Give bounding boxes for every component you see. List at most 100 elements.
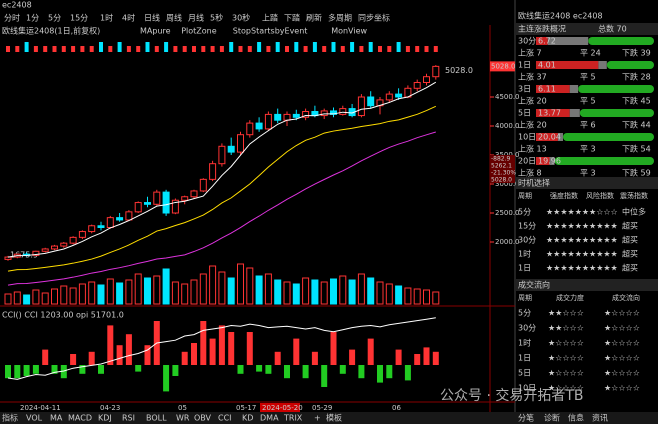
cci-bar	[191, 343, 197, 365]
signal-mark	[99, 42, 103, 52]
cci-bar	[302, 365, 309, 379]
flat-count: 平 5	[580, 97, 596, 106]
cci-bar	[237, 365, 244, 374]
tab-bar	[0, 412, 658, 424]
volume-bar	[367, 277, 375, 305]
bar-up	[536, 61, 599, 69]
cci-bar	[423, 347, 430, 365]
toolbar-button[interactable]: 周线	[166, 13, 182, 23]
panel-tab[interactable]: 信息	[568, 413, 584, 423]
indicator-tab[interactable]: MA	[50, 414, 63, 423]
candle-body	[237, 134, 244, 153]
section-title: 时机选择	[518, 178, 550, 188]
stars: ★★★★★★★★★★	[546, 236, 618, 245]
up-count: 上涨 8	[518, 168, 542, 178]
col-head[interactable]: 强度指数	[550, 191, 578, 200]
toolbar-button[interactable]: 4时	[122, 13, 135, 23]
col-head[interactable]: 周期	[518, 294, 532, 302]
signal-mark	[15, 46, 20, 52]
indicator-tab[interactable]: CCI	[218, 414, 232, 423]
toolbar-button[interactable]: 30秒	[232, 13, 250, 23]
candle-body	[51, 245, 58, 250]
cci-bar	[23, 365, 30, 376]
col-head[interactable]: 成交力度	[556, 293, 584, 302]
stars: ★☆☆☆☆	[604, 339, 640, 348]
indicator-tab[interactable]: KDJ	[98, 414, 112, 423]
volume-bar	[423, 289, 430, 305]
indicator-tab[interactable]: RSI	[122, 414, 135, 423]
indicator-tab[interactable]: 指标	[2, 413, 18, 423]
indicator-tab[interactable]: VOL	[26, 414, 43, 423]
flat-count: 平 24	[580, 49, 601, 58]
indicator-tab[interactable]: +	[314, 414, 321, 423]
toolbar-button[interactable]: 同步坐标	[358, 13, 390, 23]
col-head[interactable]: 震荡指数	[620, 191, 648, 200]
candle-body	[395, 93, 403, 98]
indicator-tab[interactable]: MACD	[68, 414, 92, 423]
indicator-tab[interactable]: BOLL	[146, 414, 167, 423]
signal-mark	[89, 46, 94, 52]
bar-down	[554, 157, 654, 165]
bar-flat	[598, 61, 607, 69]
toolbar-button[interactable]: 5秒	[210, 13, 223, 23]
indicator-tab[interactable]: 模板	[326, 413, 342, 423]
panel-tab[interactable]: 资讯	[592, 413, 608, 423]
info-text: -21.30%	[491, 170, 516, 177]
volume-bar	[69, 287, 77, 305]
last-price: 5028.0	[491, 62, 516, 70]
col-head[interactable]: 周期	[518, 192, 532, 200]
indicator-tab[interactable]: OBV	[194, 414, 212, 423]
toolbar-button[interactable]: 下踏	[284, 13, 300, 23]
col-head[interactable]: 成交流向	[612, 293, 640, 302]
candle-body	[88, 225, 96, 233]
cci-bar	[181, 351, 188, 365]
toolbar-button[interactable]: 多周期	[328, 13, 352, 23]
indicator-tab[interactable]: TRIX	[283, 414, 303, 423]
toolbar-button[interactable]: 刷新	[306, 13, 322, 23]
cci-bar	[98, 365, 104, 374]
toolbar-button[interactable]: 月线	[188, 13, 204, 23]
panel-title: 欧线集运2408 ec2408	[518, 11, 603, 21]
candle-body	[413, 82, 421, 89]
toolbar-button[interactable]: 1分	[26, 14, 39, 23]
candle-body	[78, 231, 86, 238]
toolbar-button[interactable]: 分时	[4, 13, 20, 23]
col-head[interactable]: 风险指数	[586, 191, 614, 200]
volume-bar	[125, 279, 133, 305]
toolbar-button[interactable]: 15分	[70, 14, 88, 23]
indicator-tab[interactable]: KD	[242, 414, 253, 423]
volume-bar	[246, 267, 254, 305]
candle-body	[144, 202, 151, 205]
stars: ★★☆☆☆	[548, 309, 584, 318]
bar-value: 13.77	[538, 109, 561, 118]
signal-mark	[71, 46, 76, 52]
panel-tab[interactable]: 分笔	[518, 413, 534, 423]
signal-mark	[285, 46, 289, 52]
state: 超买	[622, 249, 638, 259]
cci-bar	[386, 365, 393, 379]
toolbar-button[interactable]: 上踏	[262, 13, 278, 23]
indicator-tab[interactable]: DMA	[260, 414, 279, 423]
toolbar-button[interactable]: 1时	[100, 13, 113, 23]
panel-tab[interactable]: 诊断	[544, 413, 560, 423]
cci-label: CCI() CCI 1203.00 opi 51701.0	[2, 311, 124, 320]
candle-body	[32, 250, 40, 256]
cci-bar	[293, 338, 300, 365]
toolbar-button[interactable]: 5分	[48, 14, 61, 23]
section-head	[516, 279, 658, 291]
cci-bar	[209, 338, 216, 365]
indicator-tab[interactable]: WR	[176, 414, 190, 423]
volume-bar	[181, 283, 189, 305]
candle-body	[190, 190, 198, 198]
signal-mark	[201, 46, 206, 52]
toolbar-button[interactable]: 日线	[144, 13, 160, 23]
bar-down	[579, 109, 654, 117]
signal-mark	[61, 46, 66, 52]
stars: ★☆☆☆☆	[548, 339, 584, 348]
down-count: 下跌 45	[622, 96, 651, 106]
volume-bar	[404, 287, 412, 305]
cci-bar	[70, 354, 77, 365]
signal-mark	[350, 42, 355, 52]
period: 1时	[518, 338, 531, 348]
